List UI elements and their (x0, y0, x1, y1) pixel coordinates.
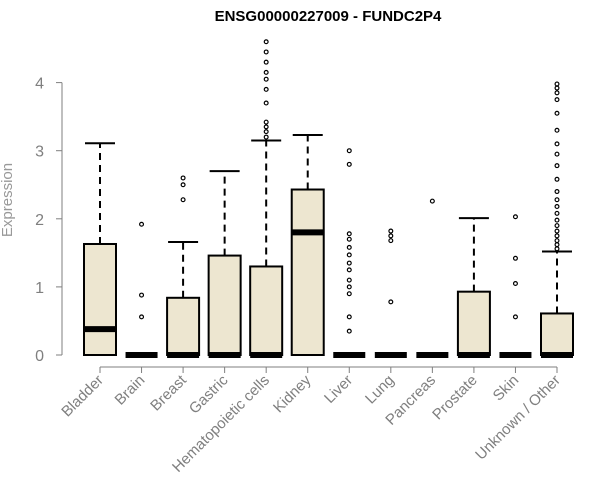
outlier-point (512, 255, 518, 261)
outlier-point (388, 228, 394, 234)
x-tick-label: Bladder (58, 372, 107, 421)
box-liver (333, 148, 366, 358)
outlier-point (139, 221, 145, 227)
chart-title: ENSG00000227009 - FUNDC2P4 (215, 8, 442, 25)
x-tick-label: Kidney (270, 371, 315, 416)
outlier-point (554, 223, 560, 229)
box-breast (166, 175, 201, 358)
box-body (249, 265, 284, 356)
outlier-point (263, 134, 269, 140)
outlier-point (512, 314, 518, 320)
outlier-point (512, 280, 518, 286)
outlier-point (554, 151, 560, 157)
outlier-point (346, 314, 352, 320)
outlier-point (263, 69, 269, 75)
outlier-point (263, 129, 269, 135)
x-tick-label: Breast (147, 371, 190, 414)
y-tick-label: 0 (35, 348, 44, 365)
outlier-point (554, 176, 560, 182)
box-body (166, 296, 201, 356)
x-tick-label: Lung (362, 372, 398, 408)
outlier-point (388, 233, 394, 239)
x-tick-label: Prostate (429, 372, 481, 424)
outlier-point (346, 244, 352, 250)
outlier-point (554, 217, 560, 223)
outlier-point (554, 238, 560, 244)
outlier-point (388, 238, 394, 244)
outlier-point (554, 97, 560, 103)
outlier-point (554, 197, 560, 203)
outlier-point (554, 90, 560, 96)
outlier-point (346, 161, 352, 167)
outlier-point (263, 59, 269, 65)
outlier-point (512, 214, 518, 220)
box-kidney (290, 134, 325, 356)
outlier-point (554, 141, 560, 147)
outlier-point (346, 236, 352, 242)
outlier-point (263, 124, 269, 130)
outlier-point (263, 100, 269, 106)
box-pancreas (416, 198, 449, 358)
y-axis: 0 1 2 3 4 (35, 76, 63, 365)
outlier-point (554, 204, 560, 210)
y-tick-label: 3 (35, 144, 44, 161)
outlier-point (554, 228, 560, 234)
outlier-point (263, 76, 269, 82)
box-brain (125, 221, 158, 358)
outlier-point (429, 198, 435, 204)
box-gastric (207, 170, 242, 358)
x-tick-label: Skin (490, 372, 523, 405)
outlier-point (388, 299, 394, 305)
outlier-point (263, 119, 269, 125)
outlier-point (346, 148, 352, 154)
box-skin (499, 214, 532, 358)
outlier-point (554, 110, 560, 116)
boxes (83, 39, 574, 358)
box-body (83, 242, 117, 356)
outlier-point (554, 163, 560, 169)
outlier-point (346, 267, 352, 273)
y-tick-label: 2 (35, 212, 44, 229)
outlier-point (554, 189, 560, 195)
x-tick-label: Brain (112, 372, 149, 409)
box-unknown-other (540, 81, 574, 358)
y-tick-label: 4 (35, 76, 44, 93)
outlier-point (346, 277, 352, 283)
outlier-point (180, 175, 186, 181)
outlier-point (139, 292, 145, 298)
outlier-point (346, 231, 352, 237)
outlier-point (263, 86, 269, 92)
box-body (540, 312, 574, 357)
outlier-point (180, 182, 186, 188)
outlier-point (263, 49, 269, 55)
outlier-point (554, 85, 560, 91)
box-hematopoietic-cells (249, 39, 284, 358)
outlier-point (554, 233, 560, 239)
outlier-point (346, 291, 352, 297)
outlier-point (554, 246, 560, 252)
outlier-point (554, 81, 560, 87)
box-body (456, 290, 491, 356)
box-body (290, 188, 325, 356)
outlier-point (346, 284, 352, 290)
outlier-point (263, 39, 269, 45)
outlier-point (554, 210, 560, 216)
box-body (207, 254, 242, 357)
x-tick-label: Liver (321, 372, 356, 407)
outlier-point (346, 260, 352, 266)
box-bladder (83, 142, 117, 356)
outlier-point (554, 127, 560, 133)
y-tick-label: 1 (35, 280, 44, 297)
outlier-point (346, 328, 352, 334)
box-lung (374, 228, 407, 358)
y-axis-label: Expression (0, 163, 16, 237)
outlier-point (180, 197, 186, 203)
box-prostate (456, 217, 491, 358)
outlier-point (139, 314, 145, 320)
outlier-point (346, 252, 352, 258)
outlier-point (554, 242, 560, 248)
